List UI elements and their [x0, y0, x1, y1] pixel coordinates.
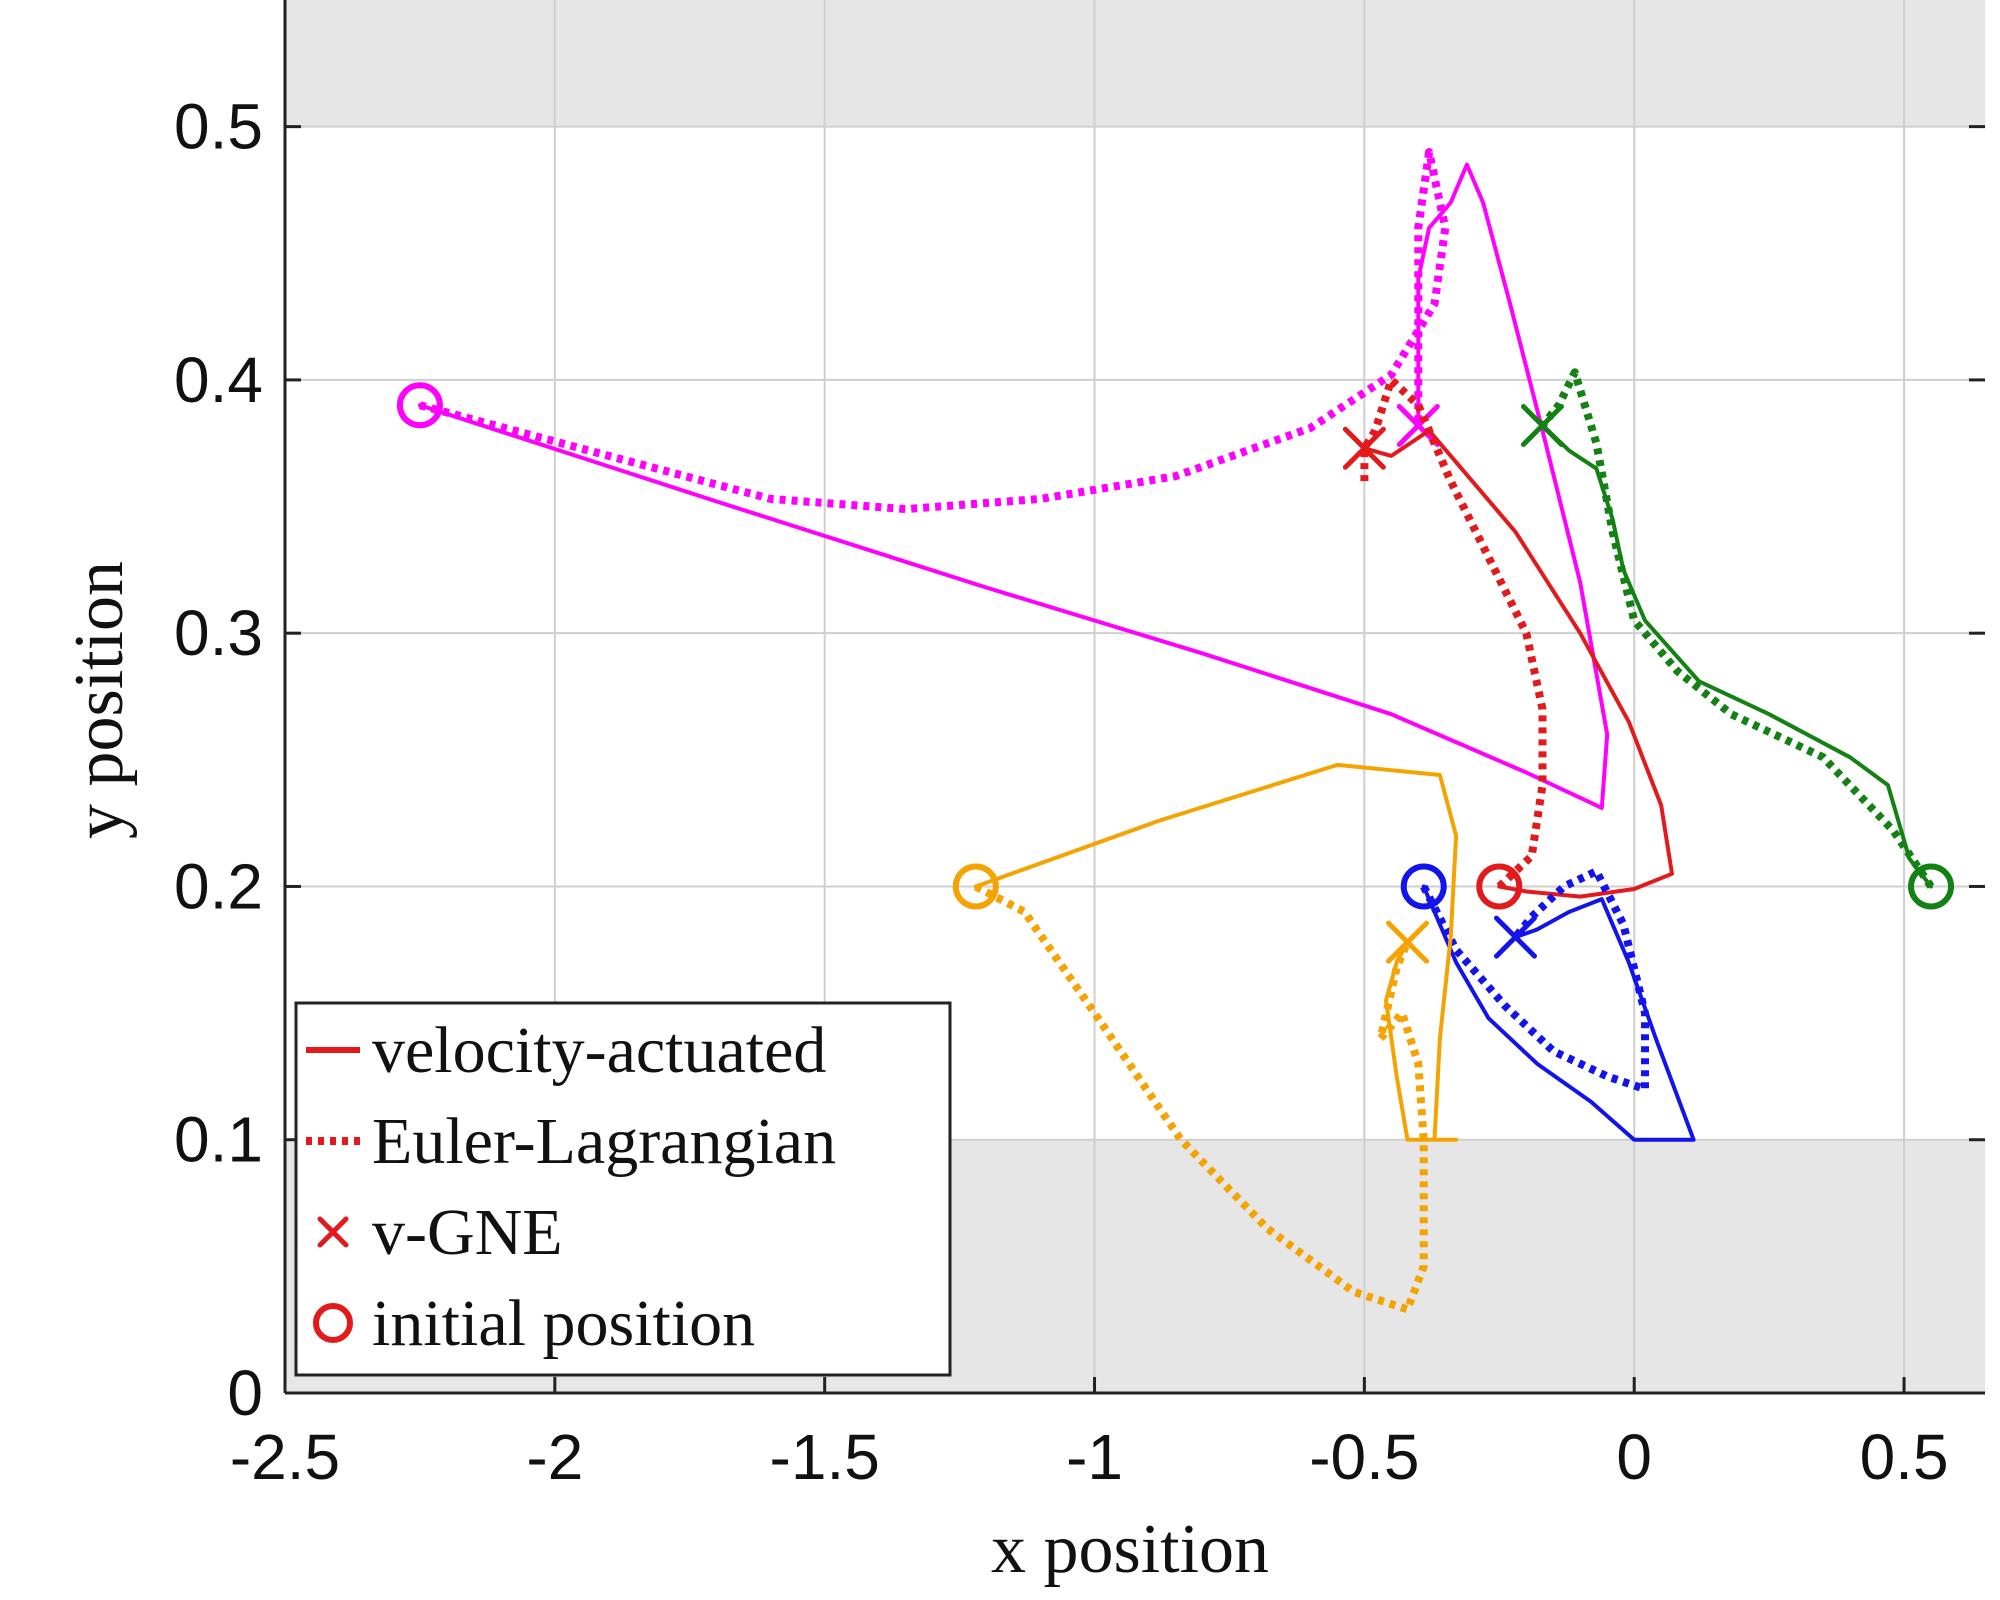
legend-x-stroke-b — [317, 1216, 349, 1248]
blue-euler-lagrangian-line — [1420, 867, 1649, 1094]
y-axis-title: y position — [61, 561, 138, 839]
blue-gne-stroke-b — [1493, 915, 1537, 959]
series-layer — [396, 148, 1955, 1314]
y-tick-label-4: 0.4 — [174, 344, 263, 416]
red-gne-stroke-b — [1342, 426, 1386, 470]
y-tick-label-2: 0.2 — [174, 850, 263, 922]
green-velocity-actuated-line — [1540, 423, 1933, 889]
green-gne-marker — [1520, 403, 1564, 447]
orange-gne-stroke-b — [1386, 920, 1430, 964]
x-tick-label-6: 0.5 — [1860, 1421, 1949, 1493]
magenta-euler-lagrangian-line — [418, 148, 1450, 514]
x-tick-label-2: -1.5 — [770, 1421, 880, 1493]
y-tick-label-3: 0.3 — [174, 597, 263, 669]
blue-velocity-actuated-line — [1421, 884, 1696, 1142]
red-initial-position-marker — [1476, 863, 1523, 910]
y-tick-label-0: 0 — [227, 1357, 263, 1429]
magenta-gne-marker — [1396, 403, 1440, 447]
tick-labels: -2.5 -2 -1.5 -1 -0.5 0 0.5 0 0.1 0.2 0.3 0.4 0.5 — [174, 91, 1949, 1493]
orange-initial-position-marker — [952, 863, 999, 910]
red-velocity-actuated-line — [1362, 428, 1674, 899]
green-initial-position-marker — [1908, 863, 1955, 910]
legend-swatch-x-marker — [317, 1216, 349, 1248]
blue-gne-marker — [1493, 915, 1537, 959]
magenta-gne-stroke-b — [1396, 403, 1440, 447]
x-tick-label-1: -2 — [526, 1421, 583, 1493]
legend-label-1: Euler-Lagrangian — [372, 1105, 836, 1178]
green-euler-lagrangian-line — [1539, 368, 1935, 889]
y-tick-label-5: 0.5 — [174, 91, 263, 163]
magenta-velocity-actuated-line — [417, 162, 1610, 810]
legend-box — [294, 1001, 952, 1377]
blue-initial-position-marker — [1400, 863, 1447, 910]
red-gne-marker — [1342, 426, 1386, 470]
x-tick-label-3: -1 — [1066, 1421, 1123, 1493]
green-gne-stroke-b — [1520, 403, 1564, 447]
orange-gne-marker — [1386, 920, 1430, 964]
legend-label-2: v-GNE — [372, 1196, 563, 1269]
magenta-initial-position-marker — [396, 382, 443, 429]
upper-infeasible-region — [285, 0, 1985, 127]
x-tick-label-0: -2.5 — [230, 1421, 340, 1493]
legend: velocity-actuated Euler-Lagrangian v-GNE in… — [294, 1001, 952, 1377]
legend-label-0: velocity-actuated — [372, 1014, 826, 1087]
legend-label-3: initial position — [372, 1287, 755, 1360]
red-euler-lagrangian-line — [1360, 375, 1547, 890]
legend-swatch-circle-marker — [313, 1303, 353, 1343]
orange-euler-lagrangian-line — [973, 882, 1428, 1314]
x-axis-title: x position — [991, 1511, 1269, 1588]
axes — [283, 0, 1985, 1395]
y-tick-label-1: 0.1 — [174, 1104, 263, 1176]
x-tick-label-5: 0 — [1616, 1421, 1652, 1493]
x-tick-label-4: -0.5 — [1309, 1421, 1419, 1493]
